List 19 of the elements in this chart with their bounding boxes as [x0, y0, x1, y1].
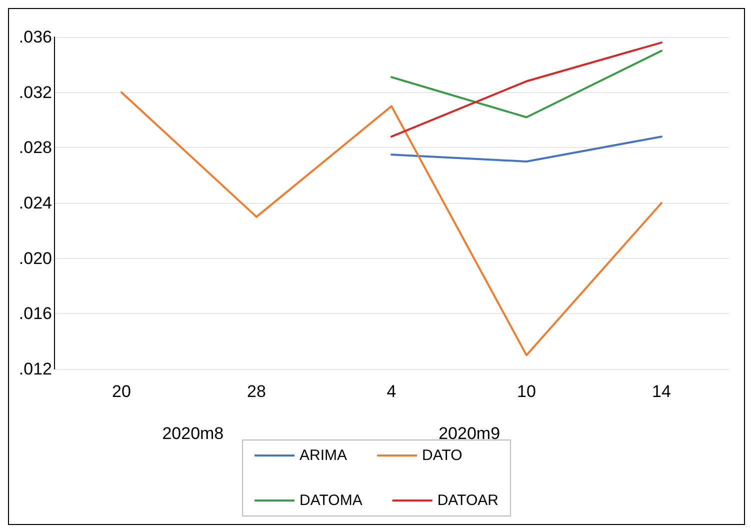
y-tick-label: .032	[18, 82, 52, 102]
y-tick-label: .028	[18, 138, 52, 158]
legend-label: DATOAR	[437, 492, 499, 509]
legend-label: DATOMA	[300, 492, 362, 509]
line-series	[120, 91, 662, 356]
y-tick-label: .012	[18, 360, 52, 378]
text: 2020m8	[162, 424, 224, 443]
y-tick-label: .024	[18, 194, 52, 212]
x-tick-label: 4	[386, 382, 396, 401]
y-tick-label: .036	[18, 28, 52, 46]
legend-label: ARIMA	[300, 447, 348, 464]
text: 2020m9	[438, 424, 500, 443]
y-tick-label: .020	[18, 248, 52, 268]
legend-label: DATO	[422, 447, 462, 464]
y-tick-label: .016	[18, 304, 52, 324]
x-tick-label: 28	[247, 382, 266, 401]
x-tick-label: 20	[112, 382, 131, 401]
x-tick-label: 10	[517, 382, 536, 401]
x-tick-label: 14	[652, 382, 671, 401]
